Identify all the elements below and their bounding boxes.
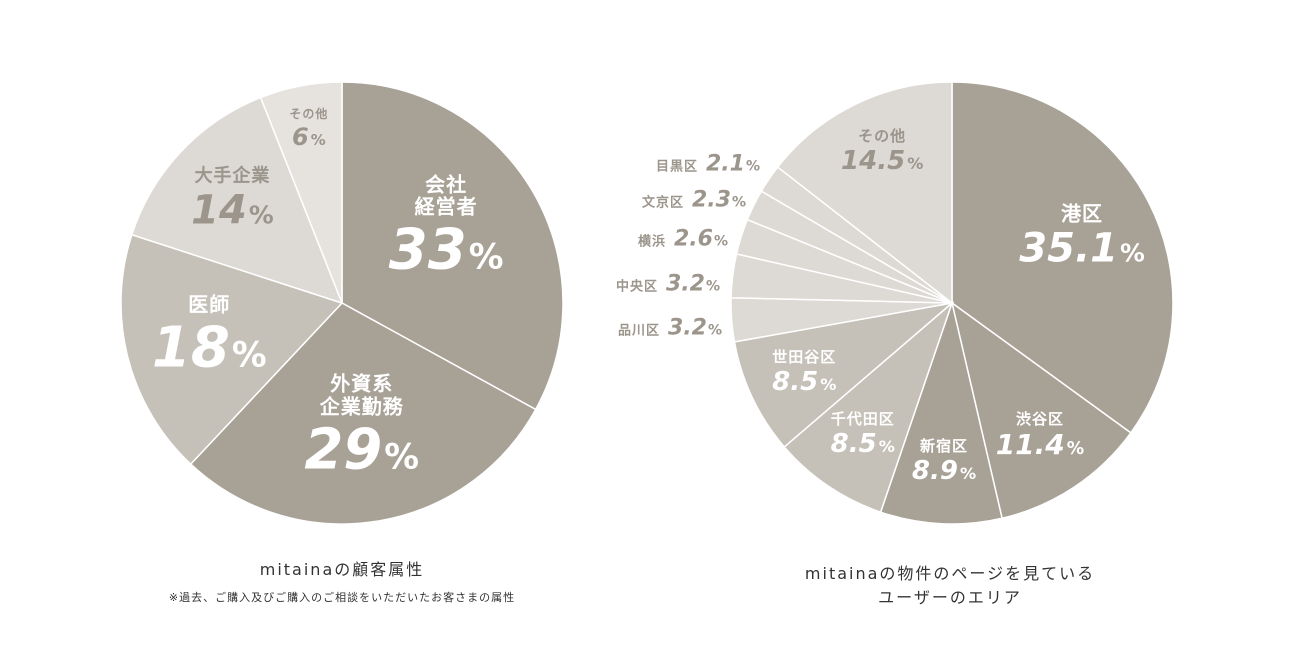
slice-label-目黒区: 目黒区 2.1% <box>655 151 760 177</box>
slice-name: 千代田区 <box>830 409 895 428</box>
slice-name: 港区 <box>1061 201 1104 226</box>
slice-value: 18% <box>151 315 267 381</box>
slice-label-品川区: 品川区 3.2% <box>617 315 722 341</box>
slice-name: その他 <box>858 127 907 146</box>
slice-name: 会社 <box>425 171 468 196</box>
slice-label-渋谷区: 渋谷区 11.4% <box>995 409 1085 462</box>
slice-name: 横浜 <box>637 234 666 250</box>
pie-slice-会社経営者 <box>341 81 564 411</box>
pie-slice-港区 <box>951 81 1174 434</box>
slice-value: 2.6 <box>673 226 713 252</box>
pie-slice-外資系企業勤務 <box>189 302 537 525</box>
left-chart-note: ※過去、ご購入及びご購入のご相談をいただいたお客さまの属性 <box>168 591 516 604</box>
slice-value: 3.2 <box>667 315 707 341</box>
slice-value: 8.9% <box>911 455 977 486</box>
pie-slice-渋谷区 <box>950 301 1132 520</box>
slice-name: 外資系 <box>330 371 394 396</box>
slice-value: 35.1% <box>1019 225 1145 272</box>
slice-name: 企業勤務 <box>319 394 404 419</box>
slice-name: 目黒区 <box>655 159 698 175</box>
slice-value: 14.5% <box>841 145 924 176</box>
slice-label-港区: 港区 35.1% <box>1019 202 1145 271</box>
slice-value: 11.4% <box>995 428 1085 462</box>
right-chart-caption-line2: ユーザーのエリア <box>878 588 1022 607</box>
slice-name: その他 <box>289 107 329 122</box>
slice-value: 2.3 <box>691 187 731 213</box>
slice-name: 新宿区 <box>920 436 969 455</box>
slice-name: 渋谷区 <box>1015 409 1064 428</box>
slice-value: 6% <box>292 122 326 151</box>
slice-label-医師: 医師 18% <box>151 292 267 381</box>
right-chart-caption-line1: mitainaの物件のページを見ている <box>804 564 1096 583</box>
slice-value: 14% <box>191 187 274 234</box>
pie-slice-千代田区 <box>783 300 954 514</box>
slice-name: 医師 <box>188 292 231 317</box>
slice-value: 8.5% <box>830 428 895 459</box>
pie-slice-その他 <box>259 81 343 304</box>
slice-label-千代田区: 千代田区 8.5% <box>830 409 895 459</box>
slice-label-横浜: 横浜 2.6% <box>637 226 728 252</box>
slice-name: 文京区 <box>641 195 684 211</box>
slice-label-新宿区: 新宿区 8.9% <box>912 438 976 486</box>
left-chart-caption: mitainaの顧客属性 <box>259 560 425 579</box>
slice-value: 29% <box>304 417 420 483</box>
slice-label-文京区: 文京区 2.3% <box>641 187 746 213</box>
slice-name: 中央区 <box>615 279 658 295</box>
pie-slice-医師 <box>120 233 344 466</box>
slice-label-中央区: 中央区 3.2% <box>615 271 720 297</box>
pie-slice-その他 <box>776 81 953 305</box>
slice-value: 33% <box>388 217 504 283</box>
slice-label-世田谷区: 世田谷区 8.5% <box>772 349 836 397</box>
slice-value: 2.1 <box>705 151 745 177</box>
pie-slice-新宿区 <box>879 300 1003 525</box>
slice-name: 経営者 <box>414 194 478 219</box>
slice-label-外資系企業勤務: 外資系 企業勤務 29% <box>304 371 420 483</box>
slice-name: 品川区 <box>617 323 660 339</box>
slice-value: 8.5% <box>772 366 837 397</box>
slice-value: 3.2 <box>665 271 705 297</box>
slice-name: 世田谷区 <box>772 348 837 367</box>
slice-name: 大手企業 <box>194 165 271 187</box>
slice-label-その他: その他 14.5% <box>841 128 923 176</box>
pie-slice-世田谷区 <box>733 301 955 449</box>
slice-label-その他: その他 6% <box>289 107 329 151</box>
slice-label-大手企業: 大手企業 14% <box>191 165 274 234</box>
slice-label-会社経営者: 会社 経営者 33% <box>388 171 504 283</box>
pie-slice-大手企業 <box>130 96 344 305</box>
